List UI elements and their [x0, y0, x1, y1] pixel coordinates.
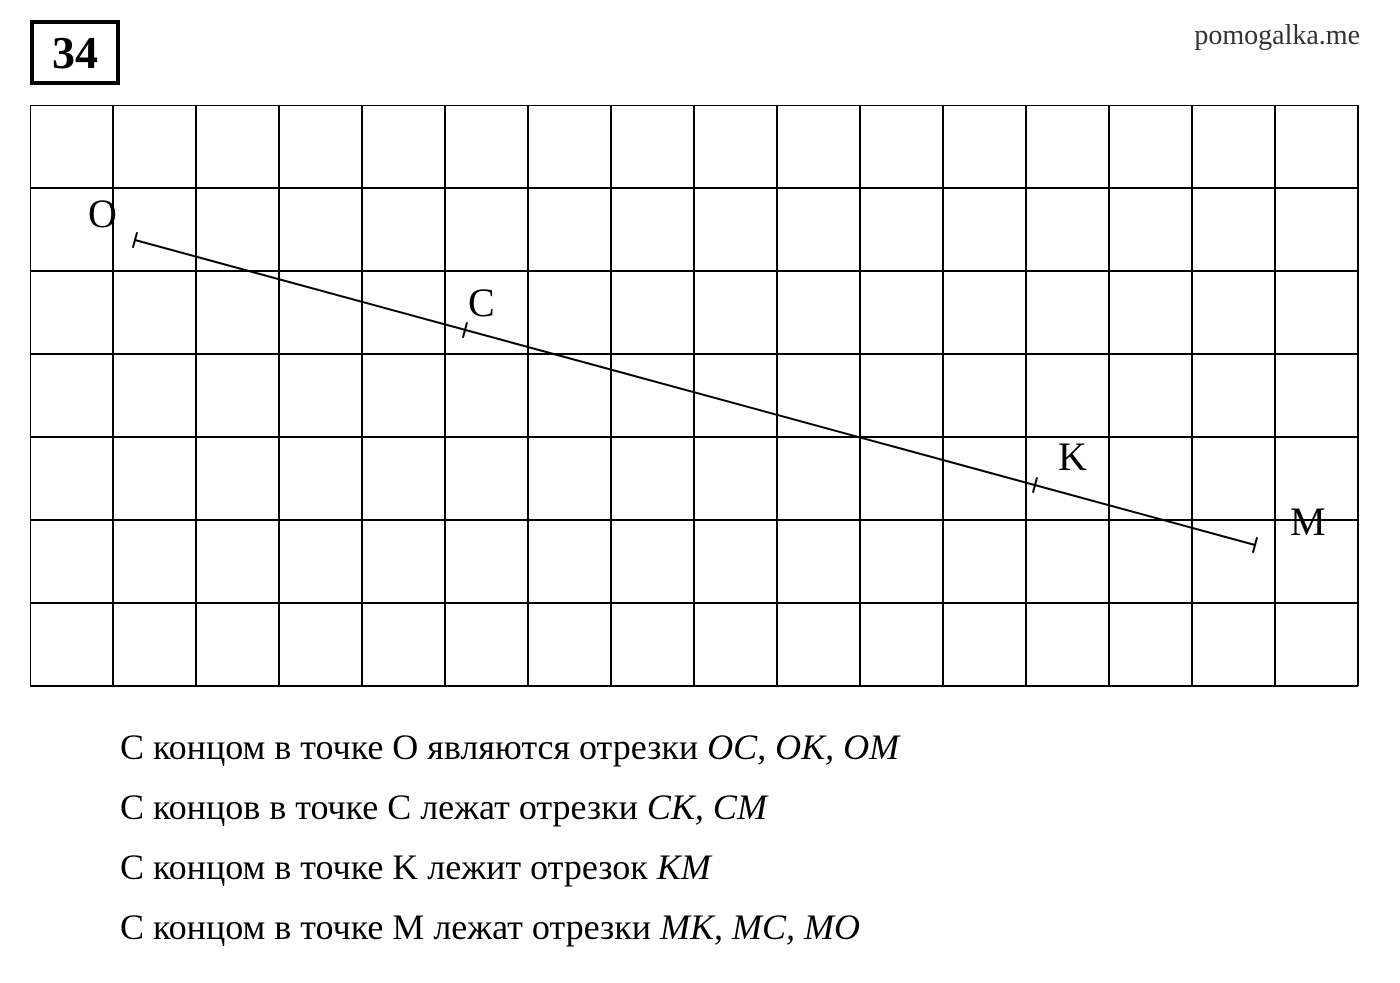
answer-prefix: С концом в точке O являются отрезки	[120, 727, 707, 767]
answer-prefix: С концом в точке K лежит отрезок	[120, 847, 657, 887]
point-label-M: M	[1290, 499, 1326, 544]
diagram-svg: O C K M	[30, 105, 1370, 695]
problem-number-box: 34	[30, 20, 120, 85]
answer-text-block: С концом в точке O являются отрезки OC, …	[120, 720, 1370, 954]
answer-segments: OC, OK, OM	[707, 727, 899, 767]
point-label-C: C	[468, 280, 495, 325]
answer-line-1: С концов в точке C лежат отрезки CK, CM	[120, 780, 1370, 834]
answer-line-0: С концом в точке O являются отрезки OC, …	[120, 720, 1370, 774]
answer-segments: KM	[657, 847, 711, 887]
answer-line-3: С концом в точке M лежат отрезки MK, MC,…	[120, 900, 1370, 954]
point-label-K: K	[1058, 434, 1087, 479]
answer-prefix: С концом в точке M лежат отрезки	[120, 907, 660, 947]
watermark: pomogalka.me	[1194, 20, 1360, 52]
grid-diagram: O C K M	[30, 105, 1370, 700]
answer-prefix: С концов в точке C лежат отрезки	[120, 787, 647, 827]
answer-segments: CK, CM	[647, 787, 767, 827]
answer-segments: MK, MC, MO	[660, 907, 860, 947]
page-container: pomogalka.me 34 OCKM С концом в точке O …	[0, 0, 1400, 980]
point-label-O: O	[88, 191, 117, 236]
answer-line-2: С концом в точке K лежит отрезок KM	[120, 840, 1370, 894]
